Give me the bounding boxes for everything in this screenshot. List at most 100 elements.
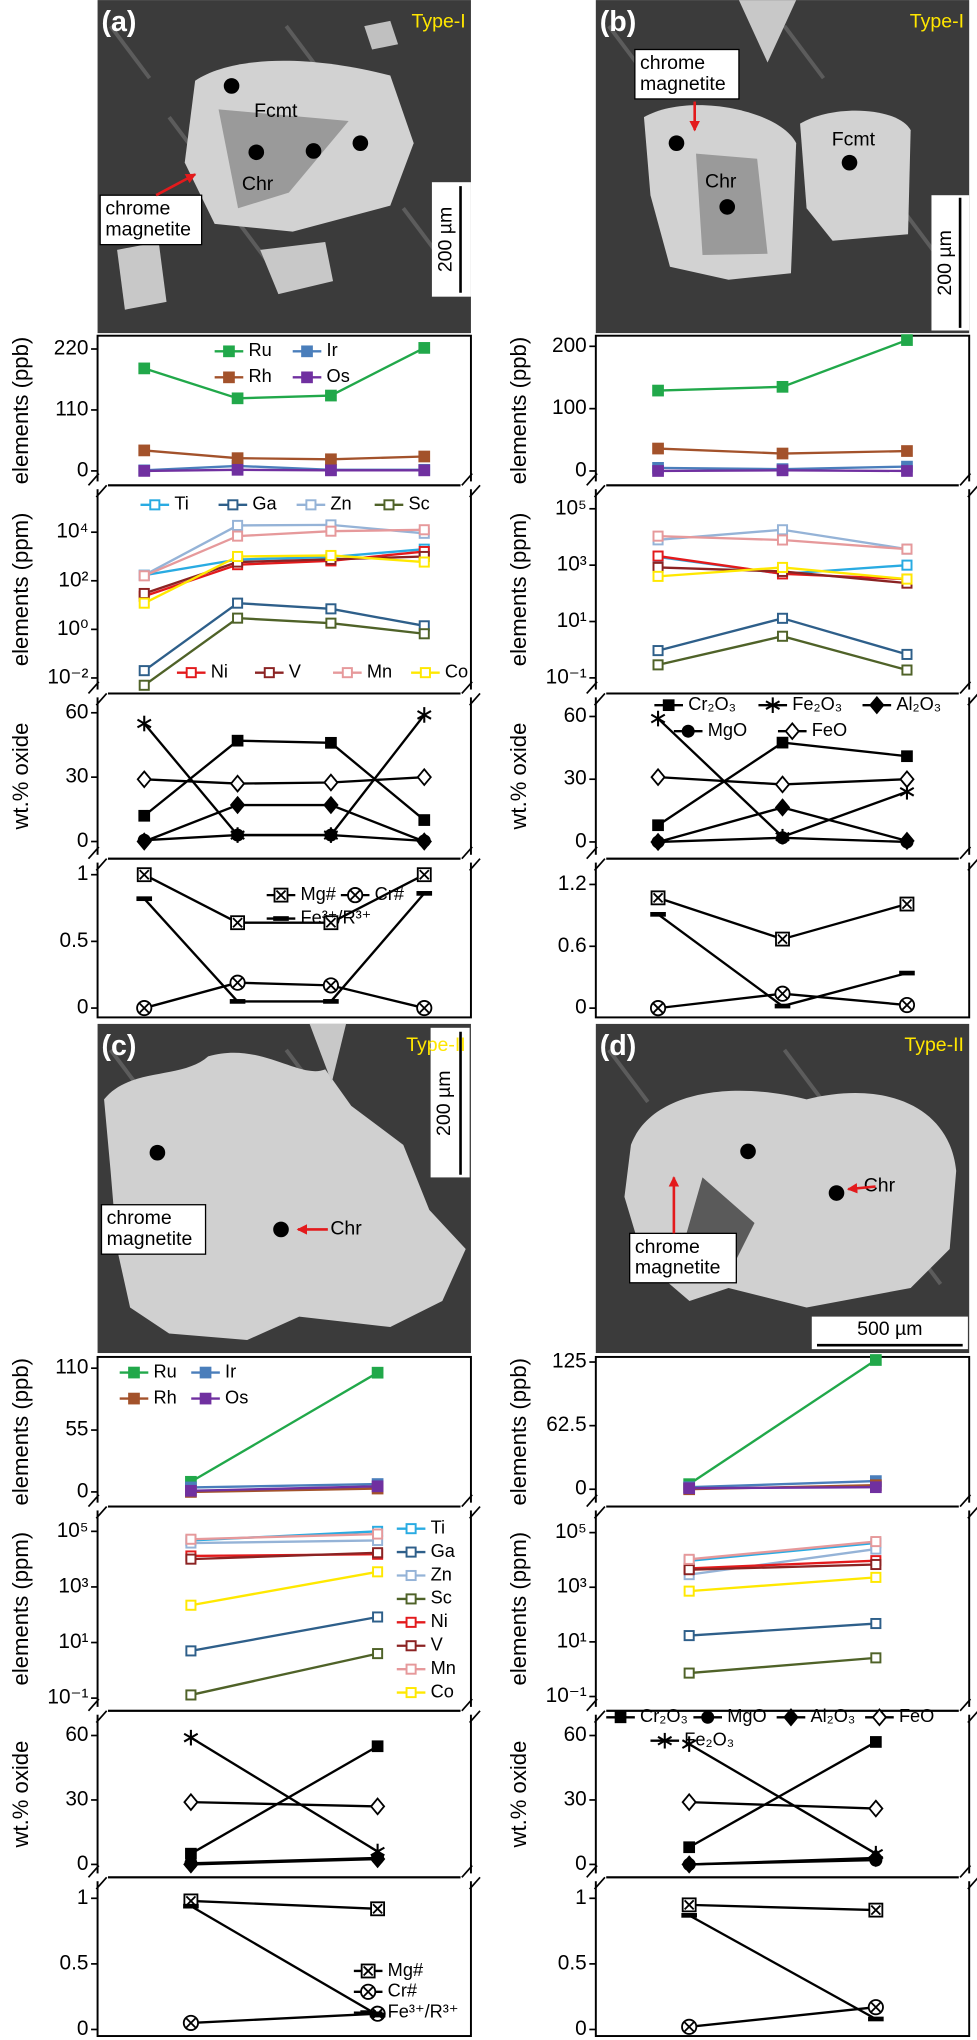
phase-label: Chr <box>705 170 737 192</box>
data-point <box>870 1536 882 1548</box>
legend-marker <box>149 499 161 511</box>
legend-label: V <box>431 1635 444 1655</box>
axis-break-line <box>586 681 598 695</box>
series-line <box>689 1541 876 1562</box>
series-line <box>190 1745 379 1855</box>
y-tick-label: 10⁴ <box>56 520 88 543</box>
axis-break-line <box>959 1698 972 1712</box>
marker-stroke <box>232 917 243 928</box>
marker-square <box>232 612 244 624</box>
scale-label: 200 µm <box>434 207 456 272</box>
marker-stroke <box>349 889 361 901</box>
series-line <box>143 892 426 1003</box>
series-line <box>143 523 425 577</box>
marker-stroke <box>362 1986 374 1997</box>
data-point <box>652 384 664 397</box>
marker-square <box>138 665 150 677</box>
series-line <box>190 1371 379 1483</box>
y-tick-label: 10⁰ <box>57 617 88 640</box>
plot-frame <box>594 857 971 1019</box>
panel-label: (c) <box>101 1030 136 1062</box>
scale-label: 200 µm <box>934 230 956 295</box>
scale-label: 200 µm <box>433 1071 455 1136</box>
marker-circle <box>682 1857 696 1871</box>
legend-label: Sc <box>431 1588 452 1608</box>
data-point <box>416 867 432 883</box>
data-point <box>325 525 337 537</box>
axis-break <box>87 481 108 490</box>
spot <box>668 135 685 151</box>
y-tick-label: 220 <box>54 337 89 360</box>
data-point <box>136 867 152 883</box>
marker-square <box>371 1366 384 1379</box>
marker-square <box>405 1687 417 1699</box>
data-point <box>649 1000 667 1017</box>
arrow <box>846 1183 876 1194</box>
marker-diamond <box>323 795 339 815</box>
data-point <box>418 342 431 354</box>
data-point <box>229 999 246 1004</box>
callout-text: magnetite <box>640 73 726 95</box>
legend-label: Cr# <box>388 1981 418 2001</box>
series-line <box>190 1905 379 2017</box>
series-line <box>689 1559 876 1570</box>
series-line <box>688 1914 877 2020</box>
axis-break <box>87 1706 108 1715</box>
legend-label: FeO <box>812 720 847 740</box>
grain <box>309 1023 347 1083</box>
y-tick-label: 200 <box>552 334 587 357</box>
y-tick-label: 10⁵ <box>555 496 587 519</box>
legend-label: Mn <box>431 1658 456 1678</box>
legend-marker <box>871 1708 888 1727</box>
series-line <box>689 1903 876 1912</box>
marker-square <box>128 1366 140 1379</box>
series-line <box>143 981 425 1010</box>
marker-square <box>301 371 313 384</box>
marker-square <box>138 570 150 582</box>
axis-break-line <box>586 473 598 486</box>
marker-circle <box>869 1853 883 1867</box>
marker-square <box>419 667 431 679</box>
axis-break-line <box>593 1505 606 1519</box>
marker-square <box>371 1740 384 1753</box>
marker-square <box>901 334 913 346</box>
marker-square <box>901 664 913 676</box>
legend-marker <box>227 499 239 511</box>
marker-square <box>372 1547 384 1559</box>
panel-label: (d) <box>600 1030 637 1062</box>
data-point <box>232 519 244 531</box>
plot-frame <box>594 484 971 695</box>
y-tick-label: 1 <box>77 1886 89 1909</box>
y-tick-label: 125 <box>552 1350 587 1373</box>
legend-label: Mg# <box>388 1960 424 1980</box>
marker-stroke <box>901 999 913 1011</box>
y-axis-label: elements (ppb) <box>506 337 531 484</box>
marker-square <box>372 1648 384 1660</box>
marker-diamond <box>783 1708 799 1727</box>
marker-square <box>614 1711 627 1724</box>
series-line <box>190 1800 378 1808</box>
spot <box>719 199 736 215</box>
legend-label: Cr₂O₃ <box>688 694 736 714</box>
marker-stroke <box>683 2021 695 2033</box>
legend-label: Ru <box>248 340 271 360</box>
y-tick-label: 30 <box>65 1787 88 1810</box>
callout-box <box>629 1232 737 1284</box>
axis-break-line <box>461 681 473 695</box>
legend-label: Ni <box>211 661 228 681</box>
marker-dash <box>229 999 246 1004</box>
axis-break-line <box>586 846 598 860</box>
data-point <box>652 819 664 832</box>
legend-label: Al₂O₃ <box>896 694 941 714</box>
series-line <box>190 1899 378 1910</box>
data-point <box>681 1736 697 1752</box>
marker-square <box>405 1593 417 1605</box>
marker-square <box>418 556 430 568</box>
legend-marker <box>223 371 235 384</box>
series-line <box>689 1540 876 1561</box>
data-point <box>774 1003 791 1009</box>
marker-square <box>776 612 789 624</box>
marker-stroke <box>681 1739 697 1749</box>
data-point <box>372 1611 384 1623</box>
series-line <box>689 1563 876 1571</box>
